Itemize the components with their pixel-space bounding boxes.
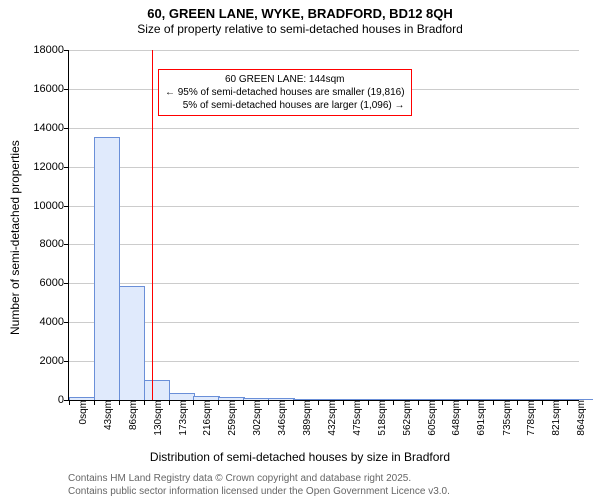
histogram-bar	[119, 286, 145, 400]
x-tick	[567, 400, 568, 405]
x-tick-label: 259sqm	[221, 400, 238, 436]
x-tick-label: 130sqm	[147, 400, 164, 436]
y-tick-label: 0	[58, 394, 69, 406]
x-axis-label: Distribution of semi-detached houses by …	[0, 450, 600, 464]
x-tick-label: 173sqm	[172, 400, 189, 436]
x-tick-label: 432sqm	[321, 400, 338, 436]
x-tick-label: 864sqm	[570, 400, 587, 436]
x-tick-label: 389sqm	[296, 400, 313, 436]
histogram-bar	[169, 393, 195, 400]
y-tick-label: 12000	[33, 161, 69, 173]
y-gridline	[69, 244, 579, 245]
x-tick-label: 86sqm	[122, 400, 139, 430]
x-tick	[542, 400, 543, 405]
x-tick	[243, 400, 244, 405]
y-tick-label: 16000	[33, 83, 69, 95]
x-tick	[144, 400, 145, 405]
x-tick-label: 778sqm	[520, 400, 537, 436]
y-gridline	[69, 50, 579, 51]
x-tick	[418, 400, 419, 405]
annotation-line-3: 5% of semi-detached houses are larger (1…	[165, 99, 405, 112]
x-tick	[69, 400, 70, 405]
plot-area: 0200040006000800010000120001400016000180…	[68, 50, 579, 401]
x-tick	[318, 400, 319, 405]
y-tick-label: 2000	[40, 355, 69, 367]
chart-subtitle: Size of property relative to semi-detach…	[0, 22, 600, 36]
x-tick	[169, 400, 170, 405]
y-gridline	[69, 361, 579, 362]
x-tick	[119, 400, 120, 405]
y-tick-label: 8000	[40, 238, 69, 250]
y-gridline	[69, 128, 579, 129]
x-tick	[193, 400, 194, 405]
x-tick-label: 216sqm	[196, 400, 213, 436]
y-gridline	[69, 322, 579, 323]
x-tick	[517, 400, 518, 405]
reference-line	[152, 50, 153, 400]
y-tick-label: 10000	[33, 200, 69, 212]
x-tick	[268, 400, 269, 405]
histogram-bar	[94, 137, 120, 401]
x-tick-label: 735sqm	[496, 400, 513, 436]
x-tick-label: 605sqm	[421, 400, 438, 436]
annotation-line-1: 60 GREEN LANE: 144sqm	[165, 73, 405, 86]
y-tick-label: 4000	[40, 316, 69, 328]
x-tick-label: 0sqm	[72, 400, 89, 424]
chart-title: 60, GREEN LANE, WYKE, BRADFORD, BD12 8QH	[0, 6, 600, 21]
y-gridline	[69, 167, 579, 168]
property-size-histogram: 60, GREEN LANE, WYKE, BRADFORD, BD12 8QH…	[0, 0, 600, 500]
footer-line-1: Contains HM Land Registry data © Crown c…	[68, 472, 450, 485]
x-tick-label: 475sqm	[346, 400, 363, 436]
x-tick	[467, 400, 468, 405]
x-tick	[442, 400, 443, 405]
x-tick-label: 648sqm	[445, 400, 462, 436]
x-tick-label: 346sqm	[271, 400, 288, 436]
histogram-bar	[144, 380, 170, 400]
x-tick	[368, 400, 369, 405]
x-tick-label: 43sqm	[97, 400, 114, 430]
x-tick	[343, 400, 344, 405]
y-tick-label: 18000	[33, 44, 69, 56]
x-tick	[94, 400, 95, 405]
x-tick	[218, 400, 219, 405]
y-gridline	[69, 283, 579, 284]
x-tick	[393, 400, 394, 405]
y-gridline	[69, 206, 579, 207]
y-tick-label: 14000	[33, 122, 69, 134]
x-tick-label: 302sqm	[246, 400, 263, 436]
y-axis-label: Number of semi-detached properties	[8, 140, 22, 335]
x-tick-label: 518sqm	[371, 400, 388, 436]
x-tick-label: 821sqm	[545, 400, 562, 436]
data-attribution: Contains HM Land Registry data © Crown c…	[68, 472, 450, 498]
y-tick-label: 6000	[40, 277, 69, 289]
x-tick	[293, 400, 294, 405]
annotation-line-2: ← 95% of semi-detached houses are smalle…	[165, 86, 405, 99]
x-tick	[493, 400, 494, 405]
x-tick-label: 691sqm	[470, 400, 487, 436]
footer-line-2: Contains public sector information licen…	[68, 485, 450, 498]
annotation-box: 60 GREEN LANE: 144sqm← 95% of semi-detac…	[158, 69, 412, 116]
x-tick-label: 562sqm	[396, 400, 413, 436]
